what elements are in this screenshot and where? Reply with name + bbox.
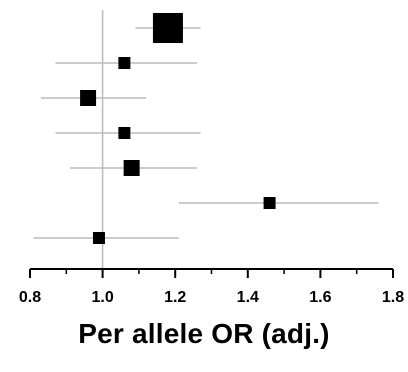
x-tick-label: 1.8 [382, 289, 404, 306]
or-marker [80, 90, 97, 106]
x-tick-label: 1.6 [309, 289, 331, 306]
x-tick-label: 0.8 [19, 289, 41, 306]
x-tick-label: 1.4 [237, 289, 259, 306]
or-marker [123, 160, 140, 176]
x-tick-label: 1.0 [91, 289, 113, 306]
or-marker [152, 13, 183, 43]
or-marker [118, 127, 131, 139]
or-marker [92, 232, 105, 244]
or-marker [118, 57, 131, 69]
x-axis-label: Per allele OR (adj.) [78, 318, 330, 349]
or-marker [263, 197, 276, 209]
x-tick-label: 1.2 [164, 289, 186, 306]
